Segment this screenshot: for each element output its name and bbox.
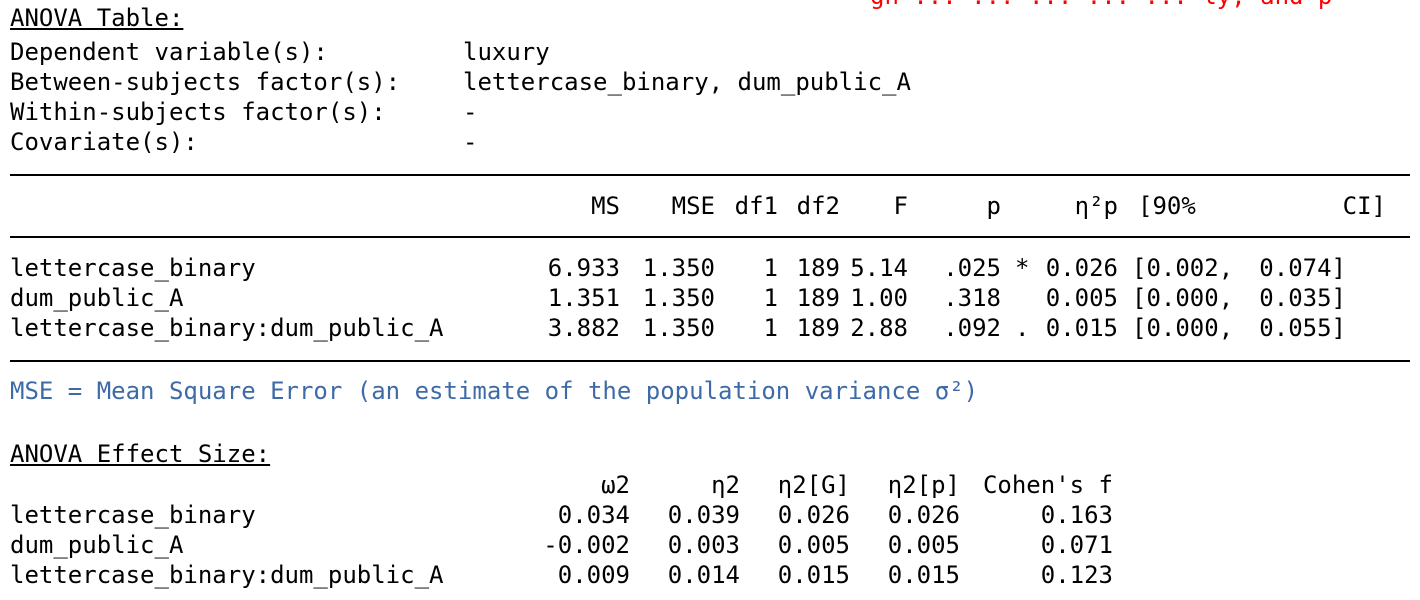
row-f: 5.14 <box>850 254 908 282</box>
table-top-rule <box>10 174 1410 176</box>
row-df2: 189 <box>796 284 840 312</box>
row-df1: 1 <box>763 314 778 342</box>
row-df1: 1 <box>763 284 778 312</box>
col-eta2-g: η2[G] <box>777 471 850 499</box>
meta-within: Within-subjects factor(s): - <box>10 98 477 127</box>
col-p: p <box>986 192 1001 220</box>
row-mse: 1.350 <box>642 254 715 282</box>
row-df2: 189 <box>796 314 840 342</box>
effect-size-heading: ANOVA Effect Size: <box>10 440 271 468</box>
row-eta: 0.005 <box>1045 284 1118 312</box>
row-term: lettercase_binary <box>10 501 256 529</box>
effect-column-headers: ω2 η2 η2[G] η2[p] Cohen's f <box>10 471 1113 500</box>
row-f: 1.00 <box>850 284 908 312</box>
row-mse: 1.350 <box>642 284 715 312</box>
row-eta2-g: 0.005 <box>777 531 850 559</box>
col-f: F <box>893 192 908 220</box>
row-eta2-p: 0.005 <box>887 531 960 559</box>
col-ci-low: [90% <box>1138 192 1196 220</box>
anova-row: dum_public_A 1.351 1.350 1 189 1.00 .318 0.005 [… <box>10 284 1346 313</box>
meta-value: - <box>463 98 478 126</box>
row-cohens-f: 0.071 <box>1040 531 1113 559</box>
table-bottom-rule <box>10 360 1410 362</box>
meta-value: lettercase_binary, dum_public_A <box>463 68 911 96</box>
row-ci-high: 0.074] <box>1259 254 1346 282</box>
col-cohens-f: Cohen's f <box>982 471 1113 499</box>
row-ci-high: 0.055] <box>1259 314 1346 342</box>
row-ci-high: 0.035] <box>1259 284 1346 312</box>
row-ci-low: [0.000, <box>1132 314 1234 342</box>
row-ms: 3.882 <box>547 314 620 342</box>
table-header-rule <box>10 236 1410 238</box>
row-term: dum_public_A <box>10 284 184 312</box>
row-p: .025 <box>943 254 1001 282</box>
col-ms: MS <box>591 192 620 220</box>
row-ci-low: [0.002, <box>1132 254 1234 282</box>
row-term: lettercase_binary:dum_public_A <box>10 314 444 342</box>
row-eta2: 0.039 <box>667 501 740 529</box>
row-mse: 1.350 <box>642 314 715 342</box>
meta-covariate: Covariate(s): - <box>10 128 477 157</box>
row-omega2: 0.009 <box>557 561 630 589</box>
row-f: 2.88 <box>850 314 908 342</box>
row-eta2-g: 0.026 <box>777 501 850 529</box>
effect-row: lettercase_binary 0.034 0.039 0.026 0.026 0.1… <box>10 501 1113 530</box>
row-ci-low: [0.000, <box>1132 284 1234 312</box>
row-df2: 189 <box>796 254 840 282</box>
meta-value: - <box>463 128 478 156</box>
meta-label: Within-subjects factor(s): <box>10 98 386 126</box>
effect-row: dum_public_A -0.002 0.003 0.005 0.005 0.071 <box>10 531 1113 560</box>
row-cohens-f: 0.123 <box>1040 561 1113 589</box>
meta-dependent: Dependent variable(s): luxury <box>10 38 550 67</box>
mse-footnote: MSE = Mean Square Error (an estimate of … <box>10 377 979 405</box>
row-sig: . <box>1015 314 1030 342</box>
col-omega2: ω2 <box>601 471 630 499</box>
row-term: lettercase_binary:dum_public_A <box>10 561 444 589</box>
row-ms: 6.933 <box>547 254 620 282</box>
col-eta2: η2 <box>711 471 740 499</box>
row-sig: * <box>1015 254 1030 282</box>
row-eta2-g: 0.015 <box>777 561 850 589</box>
meta-label: Between-subjects factor(s): <box>10 68 401 96</box>
row-term: dum_public_A <box>10 531 184 559</box>
clipped-top-note: gn ... ... ... ... ... ly, and p <box>870 0 1332 11</box>
meta-label: Dependent variable(s): <box>10 38 328 66</box>
anova-row: lettercase_binary:dum_public_A 3.882 1.350… <box>10 314 1346 343</box>
row-eta2: 0.014 <box>667 561 740 589</box>
col-mse: MSE <box>671 192 715 220</box>
col-eta2-p: η2[p] <box>887 471 960 499</box>
row-eta: 0.026 <box>1045 254 1118 282</box>
row-eta: 0.015 <box>1045 314 1118 342</box>
row-omega2: 0.034 <box>557 501 630 529</box>
effect-row: lettercase_binary:dum_public_A 0.009 0.014… <box>10 561 1113 590</box>
meta-value: luxury <box>463 38 550 66</box>
anova-row: lettercase_binary 6.933 1.350 1 189 5.14 .025 *… <box>10 254 1346 283</box>
row-p: .318 <box>943 284 1001 312</box>
row-ms: 1.351 <box>547 284 620 312</box>
meta-between: Between-subjects factor(s): lettercase_bi… <box>10 68 911 97</box>
col-ci-high: CI] <box>1342 192 1386 220</box>
col-eta-p: η²p <box>1074 192 1118 220</box>
row-eta2: 0.003 <box>667 531 740 559</box>
col-df1: df1 <box>734 192 778 220</box>
col-df2: df2 <box>796 192 840 220</box>
meta-label: Covariate(s): <box>10 128 198 156</box>
row-omega2: -0.002 <box>543 531 630 559</box>
row-p: .092 <box>943 314 1001 342</box>
row-eta2-p: 0.026 <box>887 501 960 529</box>
row-cohens-f: 0.163 <box>1040 501 1113 529</box>
anova-table-heading: ANOVA Table: <box>10 4 184 32</box>
row-term: lettercase_binary <box>10 254 256 282</box>
row-eta2-p: 0.015 <box>887 561 960 589</box>
row-df1: 1 <box>763 254 778 282</box>
